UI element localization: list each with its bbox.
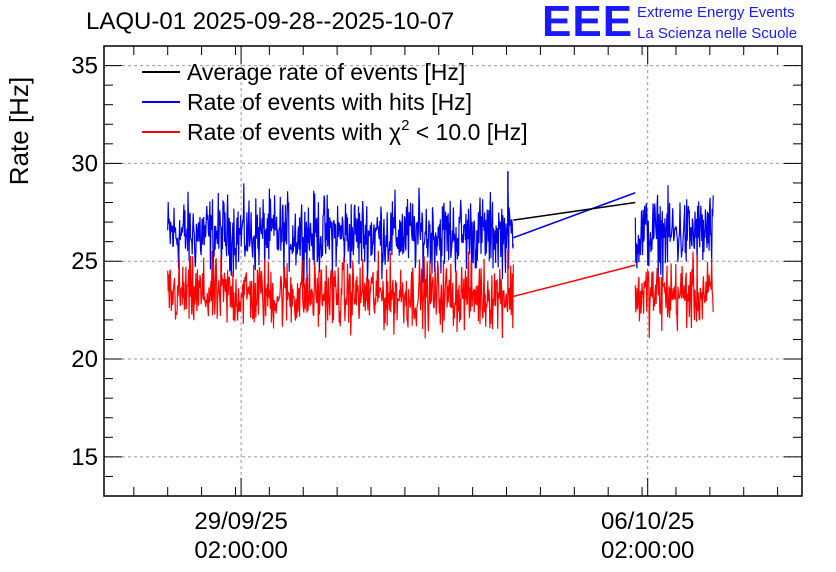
y-tick-label: 20 bbox=[71, 346, 98, 373]
legend: Average rate of events [Hz] Rate of event… bbox=[142, 59, 528, 145]
x-tick-label-time: 02:00:00 bbox=[601, 537, 694, 564]
y-axis-label: Rate [Hz] bbox=[4, 77, 34, 185]
y-tick-label: 30 bbox=[71, 150, 98, 177]
y-tick-label: 25 bbox=[71, 248, 98, 275]
series-average-gap-bridge bbox=[513, 201, 636, 221]
series-hits bbox=[167, 171, 714, 288]
y-tick-label: 35 bbox=[71, 53, 98, 80]
plot-frame bbox=[103, 45, 803, 497]
series-hits-segment bbox=[634, 185, 714, 281]
series-chi2 bbox=[167, 249, 714, 339]
grid bbox=[104, 46, 802, 496]
series-chi2-segment bbox=[167, 250, 514, 339]
y-axis: 15 20 25 30 35 bbox=[71, 45, 802, 497]
legend-label: Rate of events with hits [Hz] bbox=[187, 89, 472, 115]
chart-title: LAQU-01 2025-09-28--2025-10-07 bbox=[86, 8, 455, 35]
x-tick-label-date: 06/10/25 bbox=[601, 508, 694, 535]
series-hits-segment bbox=[167, 183, 514, 288]
legend-label: Rate of events with χ2 < 10.0 [Hz] bbox=[187, 117, 528, 145]
logo-subtitle-2: La Scienza nelle Scuole bbox=[637, 25, 798, 42]
legend-label: Average rate of events [Hz] bbox=[187, 59, 465, 85]
series-chi2-gap-bridge bbox=[513, 264, 636, 298]
series-chi2-segment bbox=[634, 251, 714, 339]
logo-subtitle-1: Extreme Energy Events bbox=[637, 4, 795, 21]
y-tick-label: 15 bbox=[71, 444, 98, 471]
eee-logo: EEE bbox=[542, 0, 634, 46]
x-tick-label-time: 02:00:00 bbox=[194, 537, 287, 564]
series-hits-gap-bridge bbox=[513, 192, 636, 239]
x-tick-label-date: 29/09/25 bbox=[194, 508, 287, 535]
